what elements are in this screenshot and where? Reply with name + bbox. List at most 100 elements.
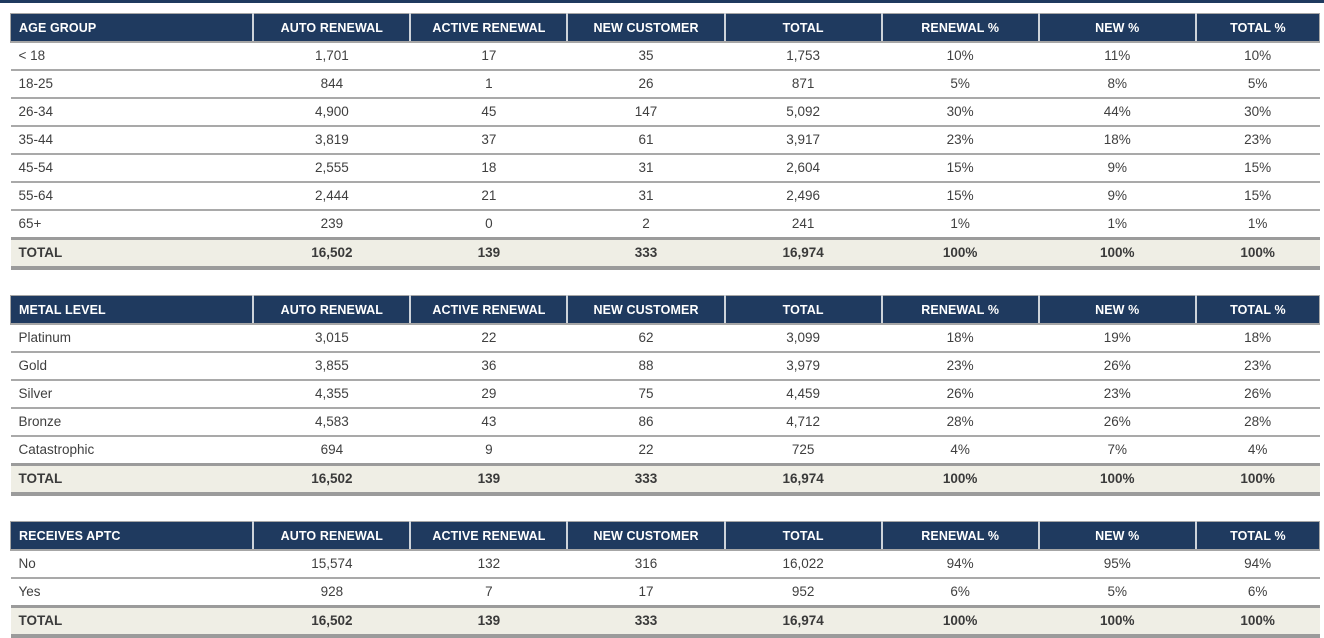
table-cell: 26% xyxy=(1038,408,1196,437)
table-cell: 3,917 xyxy=(724,126,882,155)
table-cell: 3,979 xyxy=(724,352,882,381)
table-cell: 694 xyxy=(253,436,411,466)
total-cell: 16,502 xyxy=(253,463,411,496)
column-header: ACTIVE RENEWAL xyxy=(410,13,569,43)
column-header: TOTAL xyxy=(724,295,883,325)
column-header: NEW CUSTOMER xyxy=(567,295,726,325)
table-cell: 62 xyxy=(567,324,725,353)
total-cell: 333 xyxy=(567,237,725,270)
total-cell: 100% xyxy=(1195,237,1320,270)
table-cell: 10% xyxy=(881,42,1039,71)
table-cell: 725 xyxy=(724,436,882,466)
column-header: TOTAL % xyxy=(1195,13,1320,43)
table-cell: 316 xyxy=(567,550,725,579)
row-label: Gold xyxy=(10,352,254,381)
column-header: TOTAL % xyxy=(1195,295,1320,325)
table-row: 45-54 2,555 18 31 2,604 15% 9% 15% xyxy=(10,154,1320,183)
column-header: NEW % xyxy=(1038,295,1197,325)
row-label: 35-44 xyxy=(10,126,254,155)
row-label: < 18 xyxy=(10,42,254,71)
table-row: Platinum 3,015 22 62 3,099 18% 19% 18% xyxy=(10,324,1320,353)
table-cell: 18% xyxy=(1038,126,1196,155)
table-cell: 23% xyxy=(1195,126,1320,155)
total-row: TOTAL 16,502 139 333 16,974 100% 100% 100% xyxy=(10,605,1320,638)
table-cell: 7% xyxy=(1038,436,1196,466)
table-cell: 28% xyxy=(1195,408,1320,437)
table-row: 18-25 844 1 26 871 5% 8% 5% xyxy=(10,70,1320,99)
table-cell: 9 xyxy=(410,436,568,466)
table-cell: 45 xyxy=(410,98,568,127)
total-cell: 100% xyxy=(1038,237,1196,270)
table-cell: 928 xyxy=(253,578,411,608)
table-cell: 29 xyxy=(410,380,568,409)
table-cell: 17 xyxy=(567,578,725,608)
table-cell: 23% xyxy=(1195,352,1320,381)
table-cell: 15% xyxy=(1195,182,1320,211)
table-cell: 8% xyxy=(1038,70,1196,99)
table-cell: 18 xyxy=(410,154,568,183)
table-row: Bronze 4,583 43 86 4,712 28% 26% 28% xyxy=(10,408,1320,437)
table-cell: 5% xyxy=(1038,578,1196,608)
column-header: TOTAL % xyxy=(1195,521,1320,551)
table-cell: 28% xyxy=(881,408,1039,437)
total-cell: 100% xyxy=(1195,605,1320,638)
table-cell: 1,753 xyxy=(724,42,882,71)
table-cell: 6% xyxy=(1195,578,1320,608)
table-cell: 11% xyxy=(1038,42,1196,71)
table-cell: 18% xyxy=(881,324,1039,353)
row-label: Catastrophic xyxy=(10,436,254,466)
table-cell: 3,855 xyxy=(253,352,411,381)
table-row: No 15,574 132 316 16,022 94% 95% 94% xyxy=(10,550,1320,579)
table-cell: 37 xyxy=(410,126,568,155)
column-header: AUTO RENEWAL xyxy=(253,521,412,551)
table-cell: 2,555 xyxy=(253,154,411,183)
total-row-label: TOTAL xyxy=(10,237,254,270)
column-header: AUTO RENEWAL xyxy=(253,295,412,325)
total-cell: 333 xyxy=(567,605,725,638)
table-cell: 36 xyxy=(410,352,568,381)
table-cell: 35 xyxy=(567,42,725,71)
table-cell: 3,819 xyxy=(253,126,411,155)
top-divider-rule xyxy=(0,0,1324,3)
table-row: Gold 3,855 36 88 3,979 23% 26% 23% xyxy=(10,352,1320,381)
table-cell: 4,712 xyxy=(724,408,882,437)
total-row: TOTAL 16,502 139 333 16,974 100% 100% 100% xyxy=(10,463,1320,496)
table-row: Silver 4,355 29 75 4,459 26% 23% 26% xyxy=(10,380,1320,409)
column-header: RENEWAL % xyxy=(881,13,1040,43)
table-cell: 15% xyxy=(881,182,1039,211)
table-cell: 6% xyxy=(881,578,1039,608)
table-cell: 239 xyxy=(253,210,411,240)
report-tables-container: AGE GROUP AUTO RENEWAL ACTIVE RENEWAL NEW C… xyxy=(0,13,1324,638)
total-cell: 16,974 xyxy=(724,237,882,270)
row-label: Platinum xyxy=(10,324,254,353)
table-section-metal-level: METAL LEVEL AUTO RENEWAL ACTIVE RENEWAL NEW… xyxy=(10,295,1320,496)
total-cell: 100% xyxy=(881,237,1039,270)
table-cell: 26% xyxy=(1038,352,1196,381)
table-cell: 1% xyxy=(1195,210,1320,240)
table-cell: 15,574 xyxy=(253,550,411,579)
data-table: METAL LEVEL AUTO RENEWAL ACTIVE RENEWAL NEW… xyxy=(10,295,1320,496)
total-cell: 333 xyxy=(567,463,725,496)
table-cell: 19% xyxy=(1038,324,1196,353)
table-row: Yes 928 7 17 952 6% 5% 6% xyxy=(10,578,1320,608)
table-title-header: AGE GROUP xyxy=(10,13,255,43)
table-cell: 30% xyxy=(1195,98,1320,127)
table-cell: 95% xyxy=(1038,550,1196,579)
column-header: TOTAL xyxy=(724,13,883,43)
table-cell: 844 xyxy=(253,70,411,99)
table-cell: 4% xyxy=(1195,436,1320,466)
total-cell: 16,974 xyxy=(724,463,882,496)
table-cell: 15% xyxy=(1195,154,1320,183)
row-label: 65+ xyxy=(10,210,254,240)
row-label: 45-54 xyxy=(10,154,254,183)
total-cell: 139 xyxy=(410,237,568,270)
total-row-label: TOTAL xyxy=(10,605,254,638)
total-cell: 16,502 xyxy=(253,605,411,638)
table-cell: 2 xyxy=(567,210,725,240)
table-cell: 15% xyxy=(881,154,1039,183)
table-cell: 44% xyxy=(1038,98,1196,127)
total-cell: 16,974 xyxy=(724,605,882,638)
table-cell: 23% xyxy=(1038,380,1196,409)
total-row-label: TOTAL xyxy=(10,463,254,496)
table-cell: 4,583 xyxy=(253,408,411,437)
